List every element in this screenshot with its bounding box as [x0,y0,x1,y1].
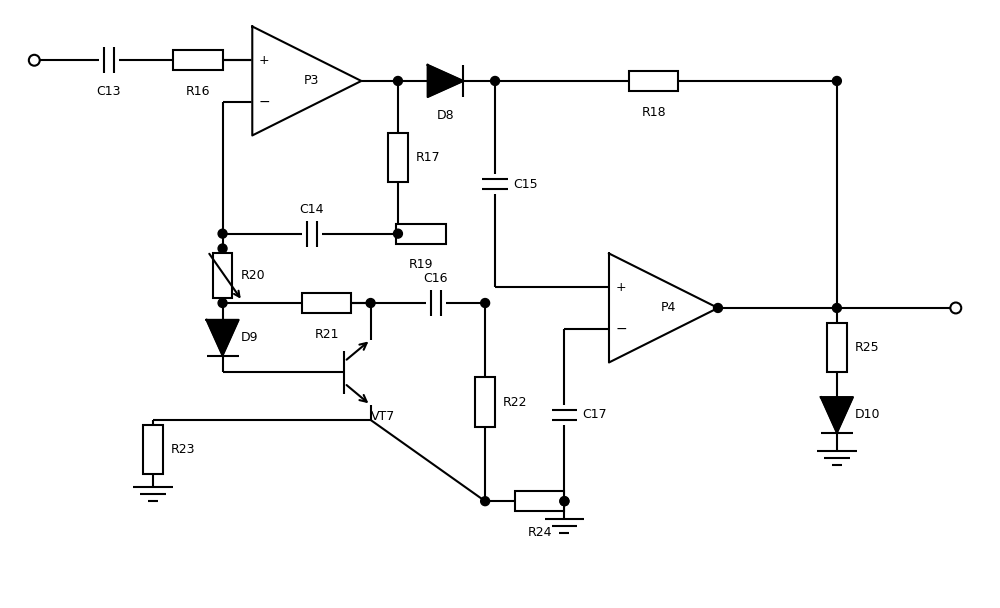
Text: VT7: VT7 [371,410,395,423]
Text: R22: R22 [503,396,527,409]
Bar [827,323,847,372]
Circle shape [218,229,227,238]
Circle shape [560,497,569,506]
Bar [475,378,495,427]
Text: R20: R20 [240,269,265,282]
Text: C16: C16 [423,272,448,285]
Polygon shape [821,397,853,433]
Text: −: − [615,322,627,336]
Bar [173,50,223,70]
Text: R25: R25 [855,341,879,354]
Circle shape [481,497,490,506]
Text: R18: R18 [641,106,666,119]
Bar [213,254,232,298]
Text: +: + [259,54,269,67]
Circle shape [832,77,841,85]
Circle shape [366,299,375,308]
Circle shape [481,299,490,308]
Text: +: + [616,281,626,294]
Text: P3: P3 [304,74,319,88]
Bar [302,293,351,313]
Text: R24: R24 [527,526,552,539]
Text: C17: C17 [582,409,607,421]
Circle shape [832,303,841,313]
Text: D10: D10 [855,409,880,421]
Bar [143,425,163,474]
Circle shape [491,77,500,85]
Circle shape [714,303,722,313]
Text: R23: R23 [171,443,196,456]
Polygon shape [609,254,718,362]
Text: R17: R17 [416,151,440,164]
Bar [396,224,446,244]
Text: P4: P4 [661,302,676,314]
Bar [515,491,564,511]
Polygon shape [252,27,361,136]
Polygon shape [207,320,239,356]
Text: D8: D8 [437,109,454,122]
Circle shape [393,229,402,238]
Circle shape [560,497,569,506]
Circle shape [218,299,227,308]
Text: C13: C13 [96,85,121,98]
Circle shape [29,55,40,66]
Circle shape [393,77,402,85]
Circle shape [218,244,227,253]
Circle shape [950,303,961,313]
Text: R19: R19 [408,258,433,271]
Text: R21: R21 [314,328,339,340]
Bar [388,133,408,182]
Text: −: − [258,95,270,109]
Text: C14: C14 [299,203,324,216]
Text: R16: R16 [186,85,210,98]
Text: C15: C15 [513,178,538,190]
Polygon shape [428,65,463,97]
Text: D9: D9 [240,331,258,344]
Bar [629,71,678,91]
